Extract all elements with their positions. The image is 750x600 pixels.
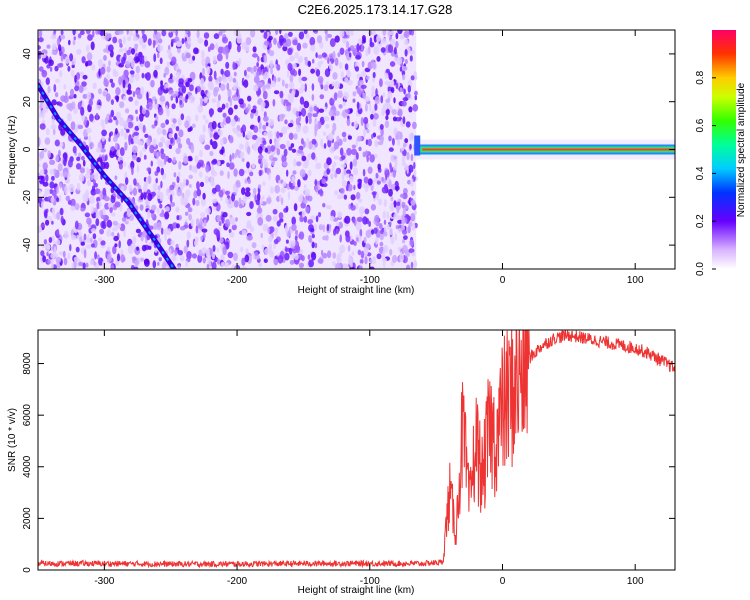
y-tick-label: 6000 — [22, 404, 33, 427]
y-tick-label: -40 — [22, 237, 33, 252]
bottom-y-axis: 0 2000 4000 6000 8000 — [22, 352, 675, 573]
colorbar-tick-label: 0.6 — [695, 118, 706, 132]
y-tick-label: 0 — [22, 146, 33, 152]
colorbar-tick-label: 0.0 — [695, 262, 706, 276]
x-tick-label: -300 — [94, 576, 114, 587]
bottom-y-axis-label: SNR (10 * v/v) — [7, 408, 18, 472]
heatmap-layer — [38, 30, 675, 269]
diagonal-track-core — [38, 84, 176, 269]
colorbar-tick-label: 0.4 — [695, 166, 706, 180]
y-tick-label: 0 — [22, 567, 33, 573]
chart-title: C2E6.2025.173.14.17.G28 — [298, 2, 453, 17]
signal-onset — [414, 135, 421, 156]
y-tick-label: 40 — [22, 48, 33, 60]
x-tick-label: -200 — [227, 576, 247, 587]
colorbar-tick-label: 0.2 — [695, 214, 706, 228]
x-tick-label: 100 — [627, 275, 644, 286]
y-tick-label: 20 — [22, 96, 33, 108]
snr-series-line — [38, 330, 675, 569]
top-y-axis: -40 -20 0 20 40 — [22, 48, 675, 252]
x-tick-label: 0 — [500, 275, 506, 286]
snr-line-layer — [38, 330, 675, 569]
top-x-axis: -300 -200 -100 0 100 — [94, 30, 644, 286]
x-tick-label: 0 — [500, 576, 506, 587]
colorbar-ticks: 0.0 0.2 0.4 0.6 0.8 — [695, 70, 716, 276]
bottom-x-axis: -300 -200 -100 0 100 — [94, 330, 644, 587]
y-tick-label: -20 — [22, 190, 33, 205]
x-tick-label: -100 — [360, 576, 380, 587]
y-tick-label: 2000 — [22, 507, 33, 530]
noise-speckles — [38, 30, 419, 269]
x-tick-label: -100 — [360, 275, 380, 286]
top-y-axis-label: Frequency (Hz) — [7, 116, 18, 185]
x-tick-label: 100 — [627, 576, 644, 587]
bottom-x-axis-label: Height of straight line (km) — [298, 585, 415, 596]
signal-band-core — [422, 148, 675, 151]
y-tick-label: 4000 — [22, 455, 33, 478]
y-tick-label: 8000 — [22, 352, 33, 375]
colorbar: 0.0 0.2 0.4 0.6 0.8 Normalized spectral ampl… — [695, 30, 747, 276]
colorbar-label: Normalized spectral amplitude — [736, 82, 747, 217]
top-x-axis-label: Height of straight line (km) — [298, 285, 415, 296]
colorbar-tick-label: 0.8 — [695, 70, 706, 84]
x-tick-label: -200 — [227, 275, 247, 286]
colorbar-gradient — [712, 30, 736, 269]
snr-frame — [37, 329, 676, 571]
x-tick-label: -300 — [94, 275, 114, 286]
